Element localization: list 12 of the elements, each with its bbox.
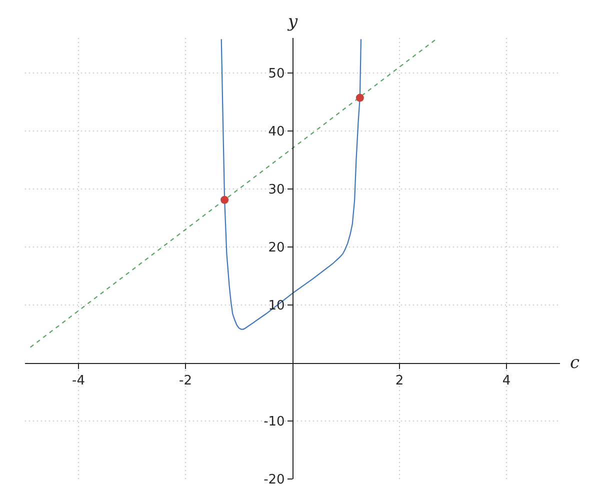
x-axis-title: c — [570, 353, 580, 373]
y-tick-label: 30 — [268, 182, 285, 198]
y-tick-label: 20 — [268, 240, 285, 256]
y-tick-label: -20 — [264, 472, 285, 488]
y-tick-label: 50 — [268, 66, 285, 82]
x-tick-label: 4 — [502, 374, 511, 389]
x-tick-label: -2 — [179, 374, 192, 389]
y-axis-title: y — [287, 12, 298, 32]
x-tick-label: -4 — [72, 374, 85, 389]
y-tick-label: 40 — [268, 124, 285, 140]
x-tick-label: 2 — [395, 374, 404, 389]
y-tick-label: -10 — [264, 414, 285, 430]
